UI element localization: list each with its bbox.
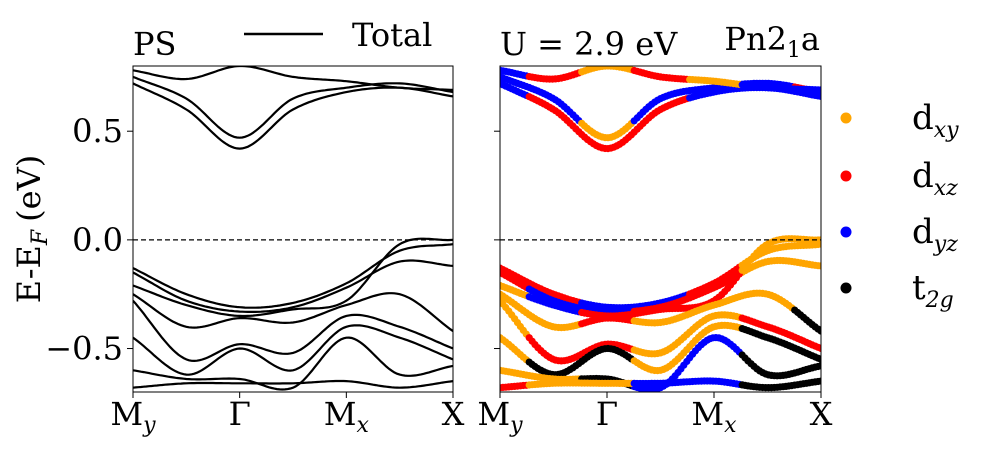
x-tick-label: My bbox=[110, 395, 156, 438]
right-axes-frame bbox=[499, 65, 822, 393]
legend-label-dxz: dxz bbox=[912, 156, 958, 201]
right-panel-title-spacegroup: Pn21a bbox=[724, 20, 820, 63]
band-line-b9 bbox=[133, 324, 453, 376]
y-tick-label: −0.5 bbox=[45, 330, 123, 368]
band-line-b8 bbox=[133, 299, 453, 363]
band-line-b5 bbox=[133, 259, 453, 313]
x-tick-label: X bbox=[442, 395, 465, 433]
band-dots-b9 bbox=[500, 321, 821, 379]
panel-left: 0.5 0.0 −0.5 My Γ Mx X PS Total E-EF(eV) bbox=[10, 16, 465, 438]
band-dot bbox=[817, 355, 821, 363]
legend-marker-dxy bbox=[840, 112, 852, 124]
legend-label-dxy: dxy bbox=[912, 98, 959, 143]
band-dot bbox=[817, 236, 821, 244]
legend-total-label: Total bbox=[352, 16, 432, 54]
y-tick-label: 0.5 bbox=[72, 112, 123, 150]
y-axis-label: E-EF(eV) bbox=[10, 155, 53, 303]
orbital-legend: dxy dxz dyz t2g bbox=[840, 98, 959, 313]
band-line-b10 bbox=[133, 336, 453, 391]
right-bands bbox=[500, 66, 821, 392]
left-axes-frame bbox=[132, 65, 454, 393]
right-x-ticks: My Γ Mx X bbox=[477, 392, 833, 438]
legend-marker-dxz bbox=[840, 170, 852, 182]
left-panel-title: PS bbox=[133, 25, 176, 63]
x-tick-label: Γ bbox=[596, 395, 618, 433]
band-line-b3 bbox=[133, 66, 453, 91]
band-dot bbox=[817, 86, 821, 94]
band-dot bbox=[817, 92, 821, 100]
band-line-b11 bbox=[133, 379, 453, 389]
x-tick-label: My bbox=[477, 395, 523, 438]
band-dot bbox=[817, 262, 821, 270]
band-dots-b11 bbox=[500, 377, 821, 392]
band-dots-b7 bbox=[500, 289, 821, 335]
band-dot bbox=[817, 344, 821, 353]
band-line-b6 bbox=[133, 237, 453, 318]
band-dots-b8 bbox=[500, 297, 821, 365]
left-x-ticks: My Γ Mx X bbox=[110, 392, 465, 438]
band-line-b2 bbox=[133, 82, 453, 150]
legend-label-t2g: t2g bbox=[912, 268, 954, 313]
panel-right: My Γ Mx X U = 2.9 eV Pn21a bbox=[477, 20, 832, 438]
legend-marker-t2g bbox=[840, 282, 852, 294]
right-y-ticks bbox=[494, 130, 500, 350]
left-bands bbox=[133, 66, 453, 391]
y-tick-label: 0.0 bbox=[72, 221, 123, 259]
band-dot bbox=[817, 377, 821, 385]
x-tick-label: X bbox=[810, 395, 833, 433]
legend-marker-dyz bbox=[840, 226, 852, 238]
band-dot bbox=[817, 362, 821, 370]
band-line-b4 bbox=[133, 243, 453, 309]
legend-label-dyz: dyz bbox=[912, 212, 958, 257]
right-panel-title-u: U = 2.9 eV bbox=[500, 25, 678, 63]
x-tick-label: Mx bbox=[691, 395, 737, 438]
band-dots-b3 bbox=[500, 66, 821, 94]
x-tick-label: Mx bbox=[324, 395, 370, 438]
band-line-b1 bbox=[133, 75, 453, 139]
band-line-b7 bbox=[133, 292, 453, 332]
left-y-ticks: 0.5 0.0 −0.5 bbox=[45, 112, 133, 368]
band-dot bbox=[817, 327, 821, 335]
x-tick-label: Γ bbox=[229, 395, 251, 433]
